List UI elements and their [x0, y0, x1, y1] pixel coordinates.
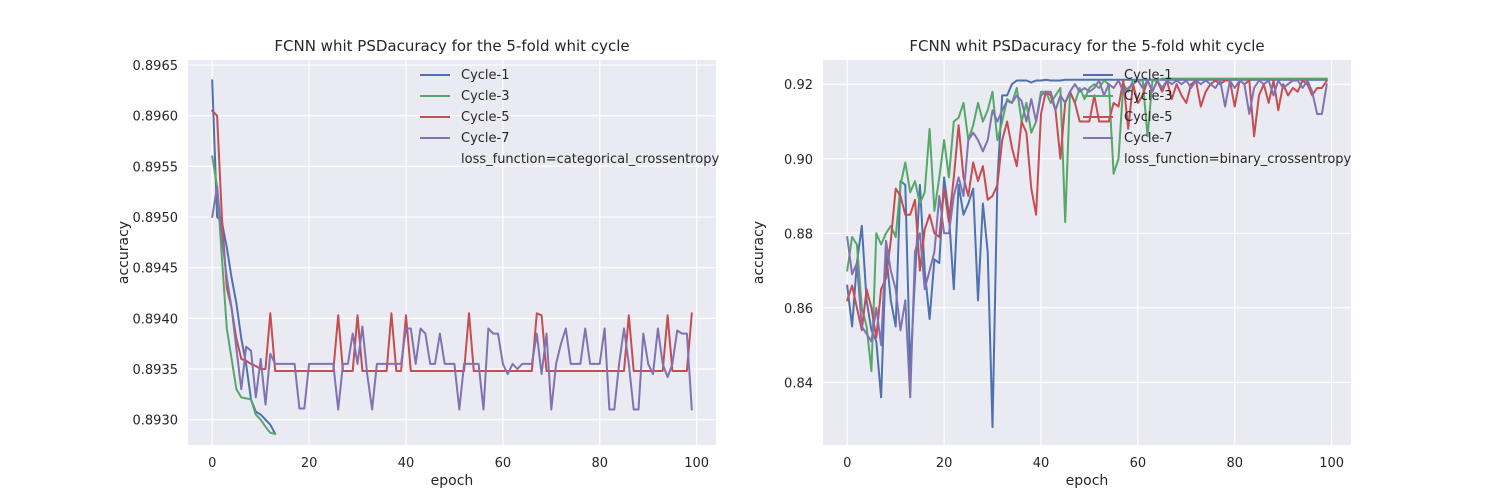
x-tick-label: 20 — [936, 456, 953, 471]
series-line-cycle-1 — [846, 78, 1328, 429]
x-tick-label: 60 — [1130, 456, 1147, 471]
series-line-cycle-3 — [846, 77, 1328, 373]
x-axis-label: epoch — [431, 473, 474, 489]
x-tick-label: 60 — [495, 456, 512, 471]
y-tick-label: 0.8930 — [133, 414, 179, 429]
series-line-cycle-5 — [846, 79, 1328, 339]
legend-entry: Cycle-1 — [1124, 68, 1173, 83]
legend-entry: Cycle-3 — [461, 89, 510, 104]
legend-entry: Cycle-7 — [461, 131, 510, 146]
x-tick-label: 20 — [301, 456, 318, 471]
y-axis-label: accuracy — [751, 221, 767, 284]
x-tick-label: 40 — [398, 456, 415, 471]
legend-note: loss_function=binary_crossentropy — [1124, 152, 1352, 167]
y-tick-label: 0.90 — [784, 153, 813, 168]
y-tick-label: 0.8960 — [133, 110, 179, 125]
x-axis-label: epoch — [1066, 473, 1109, 489]
series-line-cycle-7 — [846, 79, 1328, 399]
x-tick-label: 100 — [684, 456, 709, 471]
legend: Cycle-1 Cycle-3 Cycle-5 Cycle-7 loss_functio… — [1083, 68, 1352, 167]
series-group — [846, 77, 1328, 429]
legend-entry: Cycle-1 — [461, 68, 510, 83]
legend-entry: Cycle-3 — [1124, 89, 1173, 104]
legend-note: loss_function=categorical_crossentropy — [461, 152, 720, 167]
chart-title: FCNN whit PSDacuracy for the 5-fold whit… — [909, 37, 1264, 55]
legend-entry: Cycle-5 — [1124, 110, 1173, 125]
chart-1: 0 20 40 60 80 100 0.8930 0.8935 0.8940 0.8945 0.89… — [116, 37, 720, 489]
series-line-cycle-3 — [211, 155, 277, 435]
y-tick-label: 0.8955 — [133, 160, 179, 175]
y-tick-label: 0.8940 — [133, 312, 179, 327]
y-tick-label: 0.84 — [784, 376, 813, 391]
chart-title: FCNN whit PSDacuracy for the 5-fold whit… — [274, 37, 629, 55]
chart-2: 0 20 40 60 80 100 0.84 0.86 0.88 0.90 0.92 FCNN whi… — [751, 37, 1352, 489]
x-tick-label: 40 — [1033, 456, 1050, 471]
y-axis-label: accuracy — [116, 221, 132, 284]
x-tick-label: 80 — [1226, 456, 1243, 471]
series-line-cycle-5 — [211, 109, 693, 372]
x-tick-label: 80 — [591, 456, 608, 471]
y-tick-label: 0.8945 — [133, 262, 179, 277]
x-tick-label: 0 — [208, 456, 216, 471]
legend-entry: Cycle-7 — [1124, 131, 1173, 146]
legend-entry: Cycle-5 — [461, 110, 510, 125]
y-tick-label: 0.8950 — [133, 211, 179, 226]
y-tick-label: 0.8965 — [133, 59, 179, 74]
x-tick-label: 0 — [843, 456, 851, 471]
y-tick-label: 0.8935 — [133, 363, 179, 378]
plot-area — [188, 60, 716, 445]
y-tick-label: 0.86 — [784, 302, 813, 317]
y-tick-label: 0.92 — [784, 78, 813, 93]
x-tick-label: 100 — [1319, 456, 1344, 471]
legend: Cycle-1 Cycle-3 Cycle-5 Cycle-7 loss_functio… — [420, 68, 720, 167]
series-line-cycle-7 — [211, 185, 693, 411]
y-tick-label: 0.88 — [784, 227, 813, 242]
series-group — [211, 79, 693, 435]
